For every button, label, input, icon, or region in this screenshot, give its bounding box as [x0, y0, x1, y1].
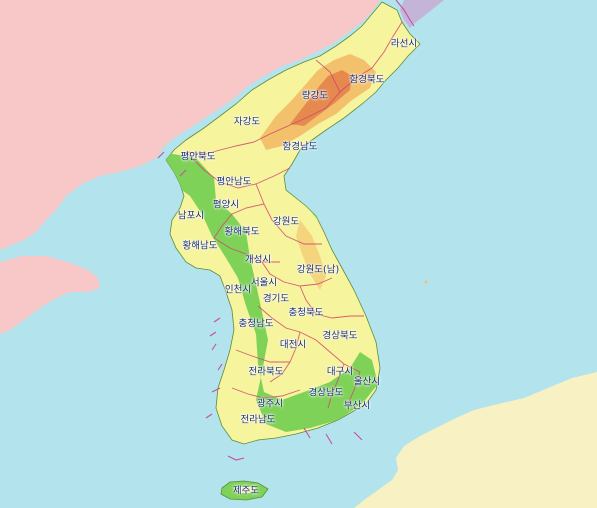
china-landmass	[0, 0, 380, 250]
label-jeju: 제주도	[232, 485, 260, 497]
label-south-gyeongsang: 경상남도	[308, 387, 344, 399]
label-seoul: 서울시	[250, 277, 278, 289]
maritime-boundaries	[157, 0, 415, 461]
label-chagang: 자강도	[233, 116, 261, 128]
tsushima-island	[436, 452, 450, 480]
label-north-pyongan: 평안북도	[180, 151, 216, 163]
label-kaesong: 개성시	[244, 254, 272, 266]
label-busan: 부산시	[343, 400, 371, 412]
west-lowland	[166, 150, 378, 432]
label-kangwon-north: 강원도	[272, 216, 300, 228]
label-rason: 라선시	[390, 38, 418, 50]
label-south-jeolla: 전라남도	[240, 414, 276, 426]
japan-landmass	[354, 372, 597, 508]
label-south-pyongan: 평안남도	[216, 176, 252, 188]
label-north-hwanghae: 황해북도	[224, 226, 260, 238]
ulleung-island	[424, 280, 428, 284]
label-north-chungcheong: 충청북도	[288, 307, 324, 319]
label-north-jeolla: 전라북도	[248, 366, 284, 378]
label-nampo: 남포시	[177, 210, 205, 222]
label-south-hamgyong: 함경남도	[282, 141, 318, 153]
label-gwangju: 광주시	[256, 398, 284, 410]
label-daejeon: 대전시	[279, 339, 307, 351]
jeju-highland	[236, 486, 256, 493]
label-north-gyeongsang: 경상북도	[322, 330, 358, 342]
label-south-chungcheong: 충청남도	[238, 318, 274, 330]
label-daegu: 대구시	[326, 366, 354, 378]
label-gyeonggi: 경기도	[262, 293, 290, 305]
label-south-hwanghae: 황해남도	[182, 240, 218, 252]
korean-peninsula	[165, 1, 421, 445]
label-pyongyang: 평양시	[212, 199, 240, 211]
label-gangwon-south: 강원도(남)	[296, 264, 340, 276]
central-ridge	[296, 220, 326, 290]
label-ulsan: 울산시	[353, 376, 381, 388]
province-borders	[185, 21, 403, 409]
shandong-peninsula	[0, 256, 100, 334]
label-incheon: 인천시	[224, 284, 252, 296]
label-north-hamgyong: 함경북도	[349, 74, 385, 86]
label-ryanggang: 량강도	[301, 90, 329, 102]
